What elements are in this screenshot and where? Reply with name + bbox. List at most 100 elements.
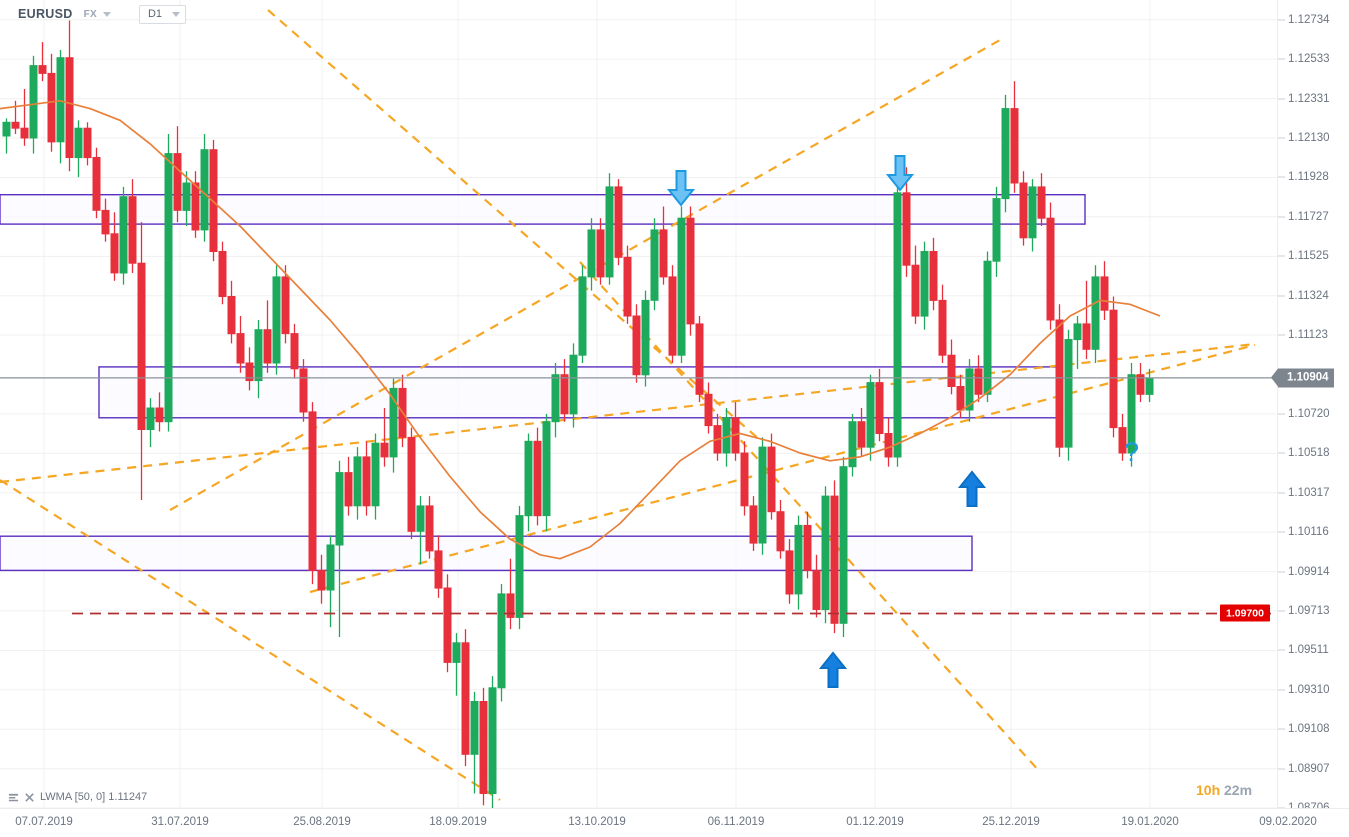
price-tick-label: 1.10720 — [1288, 407, 1330, 420]
chart-canvas — [0, 0, 1277, 808]
candle-body — [164, 153, 173, 423]
candle-body — [110, 233, 119, 274]
candle-body — [1145, 378, 1154, 395]
arrow-up-2-glyph[interactable] — [818, 651, 848, 688]
arrow-down-1[interactable] — [666, 170, 696, 207]
candle-body — [119, 196, 128, 274]
price-tick-dash — [1278, 492, 1285, 494]
close-icon[interactable] — [24, 792, 35, 803]
candle-body — [389, 387, 398, 458]
candle-body — [200, 149, 209, 231]
price-tick-label: 1.09108 — [1288, 723, 1330, 736]
price-tick-dash — [1278, 610, 1285, 612]
time-tick-label: 18.09.2019 — [429, 816, 487, 828]
candle-body — [947, 354, 956, 388]
candle-body — [425, 505, 434, 552]
arrow-up-1[interactable] — [957, 470, 987, 507]
chart-plot-area[interactable] — [0, 0, 1277, 808]
candle-body — [20, 127, 29, 139]
price-tick-label: 1.11928 — [1288, 171, 1329, 184]
lwma-indicator-line[interactable] — [0, 99, 1161, 560]
candle-body — [497, 593, 506, 689]
time-axis[interactable]: 07.07.2019 31.07.2019 25.08.2019 18.09.2019… — [0, 808, 1349, 837]
timeframe-selector[interactable]: D1 — [138, 4, 187, 24]
indicator-legend-label: LWMA [50, 0] 1.11247 — [40, 791, 148, 803]
question-mark-annotation[interactable]: ? — [1124, 437, 1140, 467]
candle-body — [668, 276, 677, 356]
countdown-minutes: 22m — [1224, 782, 1253, 798]
candle-body — [758, 446, 767, 544]
candle-body — [407, 436, 416, 532]
up-trend-2[interactable] — [0, 342, 1256, 484]
price-tick-label: 1.09511 — [1288, 644, 1329, 657]
candle-body — [353, 456, 362, 507]
chevron-down-icon[interactable] — [172, 11, 181, 17]
resistance-zone-main-rect[interactable] — [98, 366, 1060, 419]
candle-body — [281, 276, 290, 335]
candle-body — [866, 382, 875, 448]
arrow-up-2[interactable] — [818, 651, 848, 688]
candle-body — [92, 157, 101, 211]
resistance-zone-upper-rect[interactable] — [0, 193, 1086, 225]
resistance-zone-main[interactable] — [98, 366, 1060, 419]
candle-body — [857, 421, 866, 448]
candle-body — [137, 262, 146, 431]
candle-body — [191, 182, 200, 231]
market-label[interactable]: FX — [83, 8, 97, 20]
price-axis[interactable]: 1.12734 1.12533 1.12331 1.12130 1.11928 1.117… — [1220, 0, 1349, 814]
indicator-legend[interactable]: LWMA [50, 0] 1.11247 — [8, 791, 147, 803]
arrow-down-2-glyph[interactable] — [885, 155, 915, 192]
price-tick-dash — [1278, 413, 1285, 415]
price-tick-label: 1.12734 — [1288, 13, 1330, 26]
time-tick-label: 01.12.2019 — [846, 816, 904, 828]
candle-body — [983, 260, 992, 395]
price-alert-badge[interactable]: 1.09700 — [1220, 604, 1270, 622]
candle-body — [2, 121, 11, 137]
candle-body — [461, 642, 470, 755]
candle-body — [578, 276, 587, 356]
price-tick-label: 1.11324 — [1288, 289, 1329, 302]
indicator-settings-icon[interactable] — [8, 792, 19, 803]
arrow-up-1-glyph[interactable] — [957, 470, 987, 507]
candle-body — [749, 505, 758, 544]
bar-countdown: 10h 22m — [1196, 782, 1252, 798]
candle-body — [920, 251, 929, 317]
candle-body — [1028, 186, 1037, 239]
candle-body — [965, 368, 974, 411]
candle-body — [740, 452, 749, 507]
down-trend-1[interactable] — [267, 9, 761, 441]
candle-body — [821, 495, 830, 611]
candle-body — [290, 333, 299, 370]
symbol-label[interactable]: EURUSD — [18, 7, 73, 21]
candle-body — [587, 229, 596, 278]
candle-body — [1127, 374, 1136, 454]
candle-body — [416, 505, 425, 532]
chevron-down-icon[interactable] — [102, 11, 111, 17]
candle-body — [812, 569, 821, 611]
candle-body — [794, 524, 803, 595]
resistance-zone-upper[interactable] — [0, 193, 1086, 225]
candle-body — [623, 256, 632, 317]
down-trend-3[interactable] — [0, 479, 501, 801]
candle-body — [1100, 276, 1109, 311]
candle-body — [722, 417, 731, 454]
up-trend-3[interactable] — [309, 343, 1256, 594]
price-tick-dash — [1278, 216, 1285, 218]
candle-body — [785, 550, 794, 595]
candle-body — [380, 442, 389, 458]
price-tick-dash — [1278, 58, 1285, 60]
candle-body — [1118, 427, 1127, 454]
candle-body — [488, 687, 497, 794]
arrow-down-1-glyph[interactable] — [666, 170, 696, 207]
candle-body — [929, 251, 938, 301]
down-trend-2[interactable] — [579, 261, 1041, 773]
candle-body — [47, 72, 56, 143]
candle-body — [992, 198, 1001, 262]
current-price-badge[interactable]: 1.10904 — [1271, 368, 1334, 388]
candle-body — [884, 433, 893, 458]
arrow-down-2[interactable] — [885, 155, 915, 192]
time-tick-label: 13.10.2019 — [568, 816, 626, 828]
candle-body — [956, 386, 965, 411]
time-tick-label: 25.08.2019 — [293, 816, 351, 828]
price-tick-label: 1.09914 — [1288, 565, 1330, 578]
